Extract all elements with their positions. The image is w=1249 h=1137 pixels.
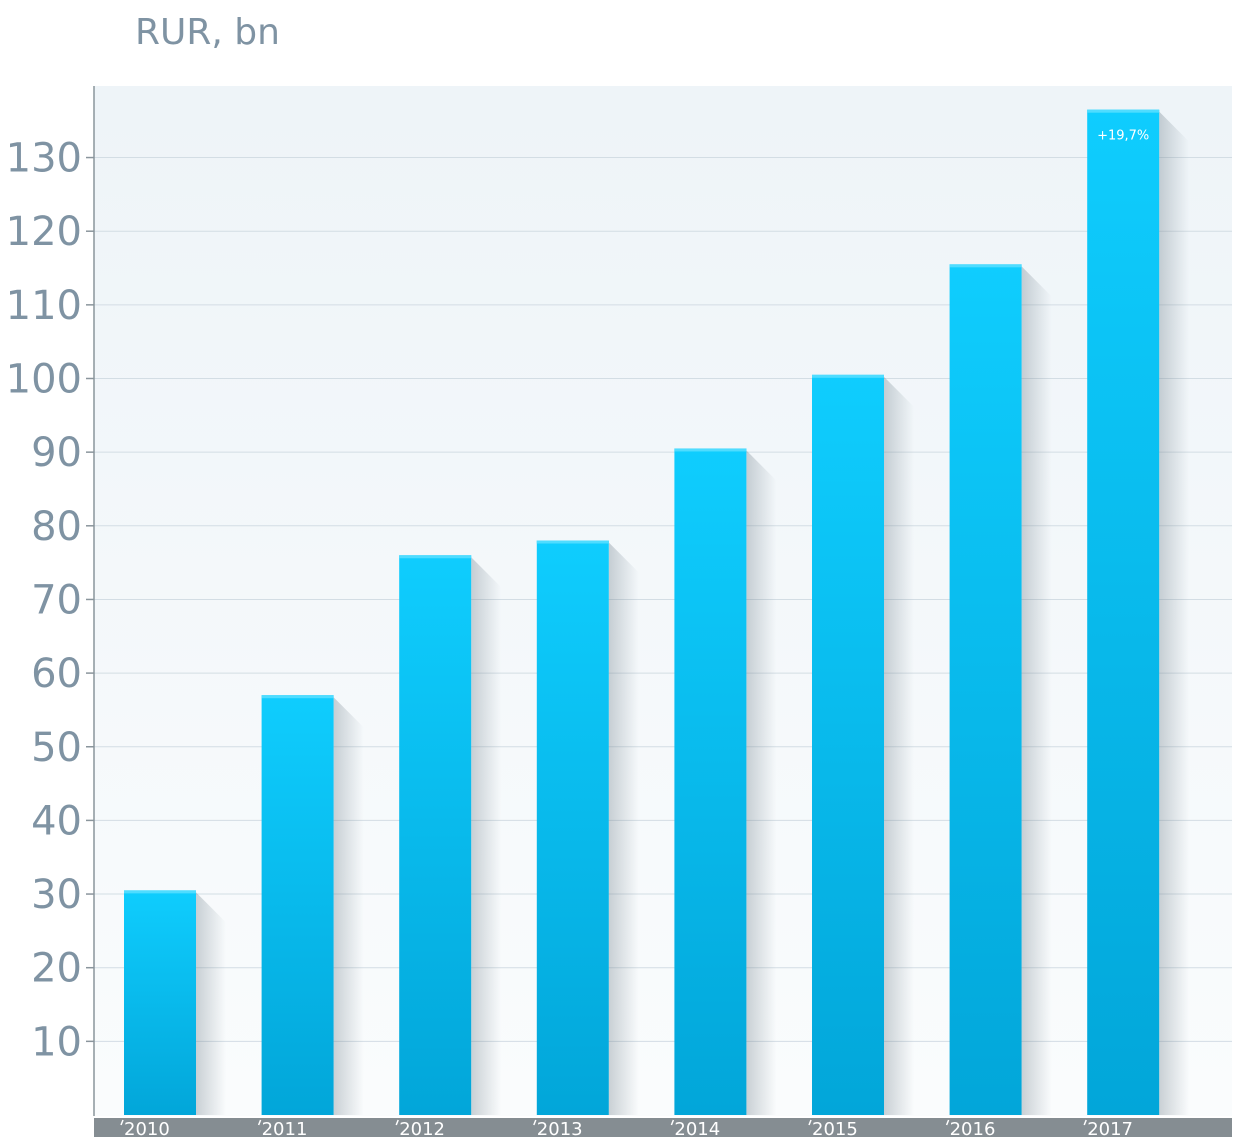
x-tick-label: 2014: [674, 1119, 720, 1137]
bar-top-highlight: [536, 540, 609, 544]
bar-2015: [812, 374, 884, 1115]
bar-annotations: +19,7%: [1097, 129, 1149, 144]
y-tick-label: 110: [6, 283, 82, 329]
bar-shadow: [884, 376, 914, 1115]
bar-2013: [536, 540, 609, 1115]
y-tick-label: 120: [6, 209, 82, 255]
bar-shadow: [471, 557, 502, 1115]
x-tick-mark: [533, 1119, 537, 1126]
x-tick-label: 2010: [124, 1119, 170, 1137]
bar-2016: [949, 264, 1022, 1115]
bar-top-highlight: [812, 374, 884, 378]
y-axis-ticks: 10 20 30 40 50 60 70 80 90 100 110 120 130: [6, 136, 94, 1065]
y-tick-label: 100: [6, 357, 82, 403]
bar-shadows: [196, 111, 1190, 1116]
y-tick-label: 80: [31, 504, 82, 550]
bar-top-highlight: [949, 264, 1022, 268]
y-tick-label: 50: [31, 725, 82, 771]
bar-shadow: [196, 892, 226, 1115]
x-tick-label: 2017: [1087, 1119, 1133, 1137]
x-tick-mark: [670, 1119, 675, 1126]
x-tick-label: 2013: [537, 1119, 583, 1137]
bar-shadow: [746, 450, 777, 1115]
y-tick-label: 40: [31, 798, 82, 844]
bar-top-highlight: [674, 448, 747, 452]
bar-top-highlight: [124, 890, 196, 894]
y-tick-label: 30: [31, 872, 82, 918]
bar-top-highlight: [261, 695, 334, 699]
x-tick-label: 2011: [262, 1119, 308, 1137]
x-tick-mark: [1083, 1119, 1087, 1126]
x-tick-label: 2015: [812, 1119, 858, 1137]
bar-shadow: [608, 542, 639, 1115]
bar-top-highlight: [1087, 109, 1160, 113]
bar-annotation: +19,7%: [1097, 129, 1149, 144]
x-tick-mark: [120, 1119, 124, 1126]
bar-2011: [261, 695, 334, 1115]
bar-shadow: [1159, 111, 1190, 1116]
bar-top-highlight: [399, 555, 472, 559]
x-tick-mark: [945, 1119, 950, 1126]
x-tick-mark: [395, 1119, 399, 1126]
bars: [124, 109, 1160, 1116]
y-tick-label: 20: [31, 946, 82, 992]
x-tick-label: 2016: [950, 1119, 996, 1137]
bar-2010: [124, 890, 196, 1115]
x-tick-label: 2012: [399, 1119, 445, 1137]
bar-2014: [674, 448, 747, 1115]
y-tick-label: 90: [31, 430, 82, 476]
bar-2017: [1087, 109, 1160, 1116]
y-tick-label: 60: [31, 651, 82, 697]
x-tick-mark: [257, 1119, 262, 1126]
x-axis-ticks: 2010 2011 2012 2013 2014 2015 2016 2017: [120, 1119, 1133, 1137]
y-tick-label: 10: [31, 1019, 82, 1065]
unit-label: RUR, bn: [135, 12, 280, 53]
x-tick-mark: [808, 1119, 812, 1126]
bar-shadow: [1021, 266, 1052, 1115]
bar-shadow: [333, 697, 364, 1115]
bar-2012: [399, 555, 472, 1115]
y-tick-label: 70: [31, 577, 82, 623]
y-tick-label: 130: [6, 136, 82, 182]
